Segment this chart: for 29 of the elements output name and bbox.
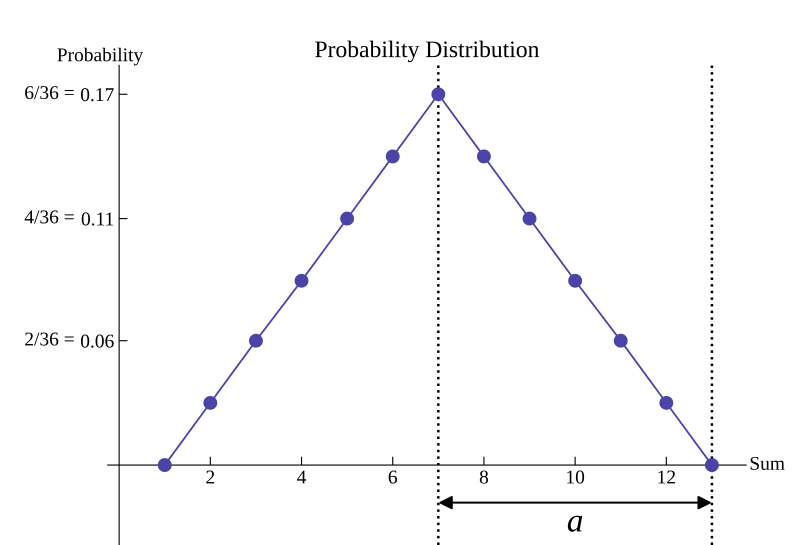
point: [659, 396, 674, 410]
x-tick-label: 6: [388, 470, 398, 484]
text: 2/36 =: [25, 332, 74, 346]
point: [158, 458, 172, 472]
point: [386, 149, 400, 164]
point: [203, 396, 218, 410]
y-axis-title: Probability: [57, 48, 144, 66]
point: [614, 334, 628, 348]
y-tick-label: 0.11: [82, 212, 114, 226]
x-axis-title: Sum: [750, 456, 785, 470]
x-tick-label: 4: [297, 470, 306, 484]
point: [248, 334, 263, 348]
x-tick-label: 2: [206, 470, 214, 484]
point: [704, 458, 719, 472]
x-tick-label: 10: [567, 470, 584, 484]
point: [294, 274, 308, 288]
x-tick-label: 8: [480, 470, 488, 484]
y-tick-label: 0.17: [80, 88, 114, 102]
text: 4/36 =: [24, 210, 74, 224]
point: [522, 212, 536, 226]
y-tick-label: 0.06: [80, 334, 114, 348]
point: [476, 149, 491, 164]
point: [340, 212, 354, 226]
chart-title: Probability Distribution: [315, 40, 540, 62]
annotation: a: [568, 516, 582, 532]
point: [431, 87, 446, 102]
point: [568, 274, 582, 288]
x-tick-label: 12: [658, 470, 675, 484]
text: 6/36 =: [25, 86, 74, 100]
